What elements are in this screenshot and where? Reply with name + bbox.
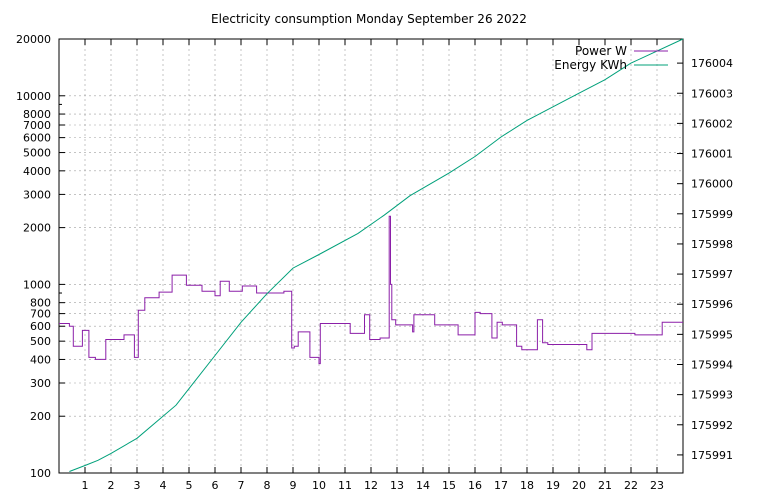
- axes-layer: 1 2 3 4 5 6 7 8 9 10 11 12 13 14 15 16 17 18 19 20 21 22 23100…: [16, 33, 733, 492]
- x-tick-label: 20: [572, 479, 586, 492]
- x-tick-label: 23: [650, 479, 664, 492]
- x-tick-label: 16: [468, 479, 482, 492]
- x-tick-label: 7: [238, 479, 245, 492]
- y2-tick-label: 175997: [691, 268, 733, 281]
- x-tick-label: 1: [82, 479, 89, 492]
- y-tick-label: 700: [30, 308, 51, 321]
- x-tick-label: 19: [546, 479, 560, 492]
- y-tick-label: 8000: [23, 108, 51, 121]
- y-tick-label: 5000: [23, 147, 51, 160]
- x-tick-label: 15: [442, 479, 456, 492]
- y2-tick-label: 176002: [691, 117, 733, 130]
- y-tick-label: 200: [30, 410, 51, 423]
- x-tick-label: 6: [212, 479, 219, 492]
- series-layer: [59, 38, 684, 472]
- y2-tick-label: 176001: [691, 148, 733, 161]
- x-tick-label: 11: [338, 479, 352, 492]
- y2-tick-label: 175999: [691, 208, 733, 221]
- y-tick-label: 20000: [16, 33, 51, 46]
- x-tick-label: 22: [624, 479, 638, 492]
- y-tick-label: 7000: [23, 119, 51, 132]
- y2-tick-label: 175992: [691, 419, 733, 432]
- chart-title: Electricity consumption Monday September…: [211, 12, 527, 26]
- x-tick-label: 5: [186, 479, 193, 492]
- x-tick-label: 2: [108, 479, 115, 492]
- x-tick-label: 21: [598, 479, 612, 492]
- x-tick-label: 8: [264, 479, 271, 492]
- y-tick-label: 500: [30, 335, 51, 348]
- x-tick-label: 17: [494, 479, 508, 492]
- x-tick-label: 10: [312, 479, 326, 492]
- y-tick-label: 100: [30, 467, 51, 480]
- y2-tick-label: 175995: [691, 328, 733, 341]
- y2-tick-label: 176003: [691, 87, 733, 100]
- x-tick-label: 4: [160, 479, 167, 492]
- y-tick-label: 800: [30, 297, 51, 310]
- series-line-power: [59, 215, 683, 365]
- legend-label-energy: Energy KWh: [554, 58, 627, 72]
- y-tick-label: 600: [30, 320, 51, 333]
- y2-tick-label: 176004: [691, 57, 733, 70]
- y2-tick-label: 175998: [691, 238, 733, 251]
- y-tick-label: 2000: [23, 222, 51, 235]
- y2-tick-label: 175996: [691, 298, 733, 311]
- x-tick-label: 18: [520, 479, 534, 492]
- y-tick-label: 1000: [23, 278, 51, 291]
- x-tick-label: 13: [390, 479, 404, 492]
- series-line-energy: [69, 38, 684, 472]
- legend-label-power: Power W: [575, 44, 627, 58]
- x-tick-label: 14: [416, 479, 430, 492]
- y2-tick-label: 176000: [691, 178, 733, 191]
- y-tick-label: 10000: [16, 90, 51, 103]
- y-tick-label: 3000: [23, 188, 51, 201]
- x-tick-label: 3: [134, 479, 141, 492]
- y-tick-label: 400: [30, 353, 51, 366]
- x-tick-label: 9: [290, 479, 297, 492]
- grid-layer: [59, 39, 683, 473]
- y-tick-label: 4000: [23, 165, 51, 178]
- y-tick-label: 300: [30, 377, 51, 390]
- legend: Power W Energy KWh: [554, 44, 668, 72]
- y2-tick-label: 175993: [691, 389, 733, 402]
- x-tick-label: 12: [364, 479, 378, 492]
- y-tick-label: 6000: [23, 132, 51, 145]
- y2-tick-label: 175991: [691, 449, 733, 462]
- y2-tick-label: 175994: [691, 359, 733, 372]
